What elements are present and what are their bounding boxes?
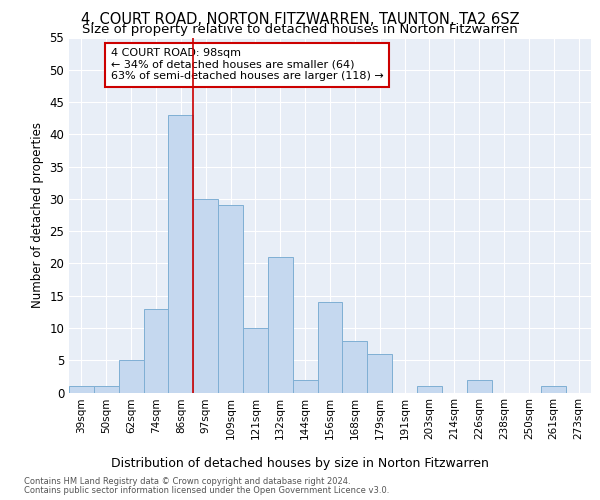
Bar	[417, 386, 442, 392]
Bar	[243, 328, 268, 392]
Bar	[367, 354, 392, 393]
Text: Contains public sector information licensed under the Open Government Licence v3: Contains public sector information licen…	[24, 486, 389, 495]
Bar	[143, 308, 169, 392]
Bar	[119, 360, 143, 392]
Bar	[218, 206, 243, 392]
Bar	[293, 380, 317, 392]
Bar	[541, 386, 566, 392]
Bar	[69, 386, 94, 392]
Bar	[317, 302, 343, 392]
Text: Distribution of detached houses by size in Norton Fitzwarren: Distribution of detached houses by size …	[111, 458, 489, 470]
Y-axis label: Number of detached properties: Number of detached properties	[31, 122, 44, 308]
Text: 4, COURT ROAD, NORTON FITZWARREN, TAUNTON, TA2 6SZ: 4, COURT ROAD, NORTON FITZWARREN, TAUNTO…	[80, 12, 520, 28]
Bar	[343, 341, 367, 392]
Bar	[94, 386, 119, 392]
Bar	[193, 199, 218, 392]
Text: Size of property relative to detached houses in Norton Fitzwarren: Size of property relative to detached ho…	[82, 22, 518, 36]
Bar	[268, 257, 293, 392]
Text: Contains HM Land Registry data © Crown copyright and database right 2024.: Contains HM Land Registry data © Crown c…	[24, 477, 350, 486]
Text: 4 COURT ROAD: 98sqm
← 34% of detached houses are smaller (64)
63% of semi-detach: 4 COURT ROAD: 98sqm ← 34% of detached ho…	[111, 48, 383, 82]
Bar	[467, 380, 491, 392]
Bar	[169, 115, 193, 392]
